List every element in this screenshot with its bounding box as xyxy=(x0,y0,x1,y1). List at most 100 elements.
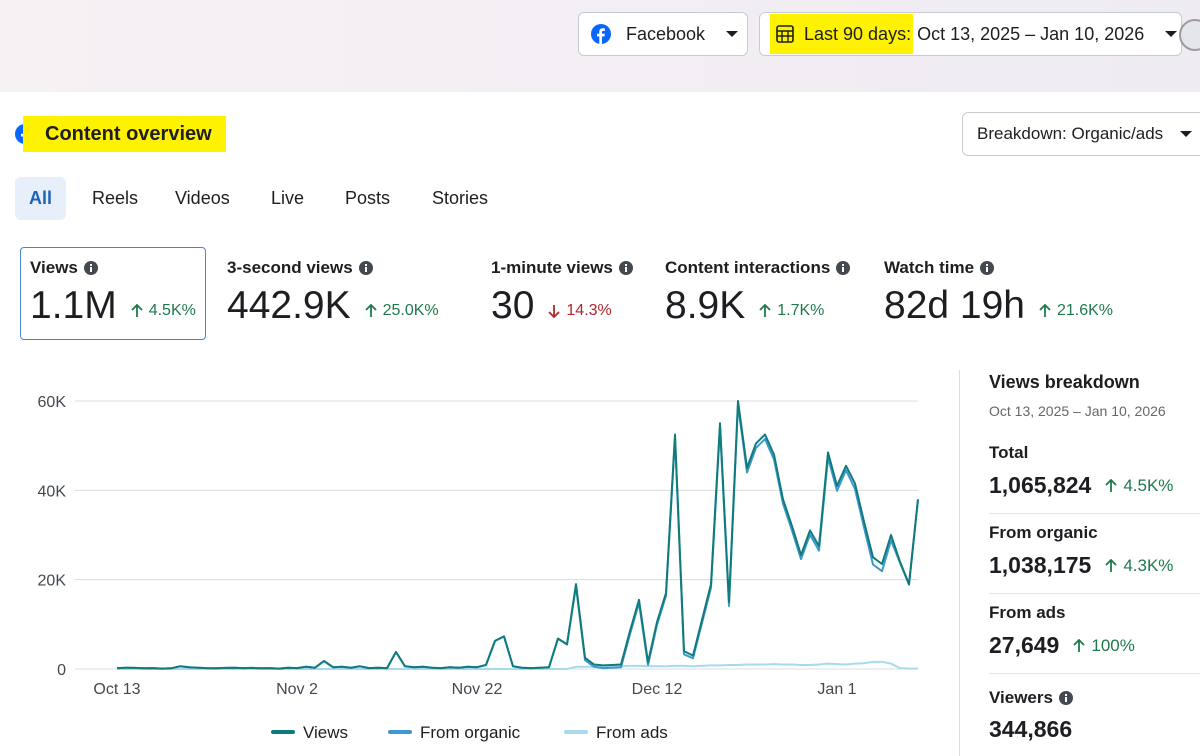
metric-value-row: 1.1M 4.5K% xyxy=(30,284,196,328)
breakdown-change: 100% xyxy=(1073,635,1135,656)
metric-value: 30 xyxy=(491,284,535,327)
info-icon xyxy=(358,261,373,275)
breakdown-change-value: 4.5K% xyxy=(1123,475,1174,495)
tab[interactable]: Videos xyxy=(175,188,230,208)
platform-label: Facebook xyxy=(626,23,706,44)
trend-arrow xyxy=(1039,304,1051,317)
breakdown-label: Breakdown: Organic/ads xyxy=(977,124,1164,143)
legend-label: From ads xyxy=(596,723,668,742)
x-tick-label: Nov 2 xyxy=(276,681,318,698)
breakdown-value-row: 1,038,175 4.3K% xyxy=(989,552,1173,579)
arrow xyxy=(131,304,143,317)
breakdown-label: Total xyxy=(989,443,1029,462)
trend-arrow xyxy=(548,305,561,318)
series-line xyxy=(117,660,918,670)
date-dropdown[interactable]: Last 90 days: Oct 13, 2025 – Jan 10, 2026 xyxy=(759,12,1182,56)
caret xyxy=(1165,31,1178,37)
avatar xyxy=(1179,19,1200,51)
cal-frame xyxy=(776,25,794,43)
info-icon xyxy=(980,261,995,275)
arrow xyxy=(1073,638,1085,652)
arrow xyxy=(1105,478,1117,492)
info-icon xyxy=(836,261,851,275)
breakdown-change-value: 4.3K% xyxy=(1123,555,1174,575)
metric-label-row: Views xyxy=(30,258,98,278)
y-tick-label: 20K xyxy=(38,573,67,590)
x-tick-label: Nov 22 xyxy=(452,681,503,698)
metric-label-row: Content interactions xyxy=(665,258,851,278)
breakdown-value: 1,038,175 xyxy=(989,552,1092,578)
metric-change: 1.7K% xyxy=(759,302,824,320)
separator xyxy=(989,673,1200,674)
metric-change-value: 1.7K% xyxy=(777,302,825,319)
info-dot xyxy=(89,264,92,266)
caret-icon xyxy=(1165,31,1178,37)
trend-arrow xyxy=(1105,478,1117,492)
breakdown-dropdown[interactable]: Breakdown: Organic/ads xyxy=(962,112,1200,156)
trend-arrow xyxy=(1073,638,1085,652)
metric-change: 21.6K% xyxy=(1039,302,1113,320)
divider xyxy=(959,370,960,756)
facebook-icon xyxy=(591,24,611,44)
info-dot xyxy=(624,264,627,266)
breakdown-value-row: 27,649 100% xyxy=(989,632,1135,659)
arrow xyxy=(1039,304,1051,317)
metric-card-selected[interactable] xyxy=(20,247,206,340)
tab[interactable]: All xyxy=(15,177,67,220)
metric-value-row: 8.9K 1.7K% xyxy=(665,284,824,328)
breakdown-change-value: 100% xyxy=(1091,635,1135,655)
viewers-label: Viewers xyxy=(989,688,1053,707)
info-stem xyxy=(364,267,367,272)
metric-change: 25.0K% xyxy=(364,302,439,320)
caret xyxy=(1180,131,1193,137)
x-tick-label: Jan 1 xyxy=(817,681,856,698)
metric-label-row: Watch time xyxy=(884,258,995,278)
caret xyxy=(726,31,739,37)
metric-change: 14.3% xyxy=(548,302,612,320)
arrow xyxy=(1105,558,1117,572)
metric-change: 4.5K% xyxy=(131,302,196,320)
metric-change-value: 4.5K% xyxy=(148,302,196,319)
legend-label: Views xyxy=(303,723,348,742)
breakdown-label: From organic xyxy=(989,523,1098,542)
arrow xyxy=(364,304,377,317)
metric-value: 1.1M xyxy=(30,284,117,327)
chart: 0 20K 40K 60K Oct 13 Nov 2 Nov 22 Dec 12 Jan 1 Vi… xyxy=(38,394,919,742)
trend-arrow xyxy=(131,304,143,317)
metric-label: 1-minute views xyxy=(491,258,613,277)
tab[interactable]: Stories xyxy=(432,188,489,208)
series-line xyxy=(116,400,919,670)
info-icon xyxy=(1058,691,1073,705)
section-title: Content overview xyxy=(23,116,226,152)
y-tick-label: 0 xyxy=(57,662,66,679)
trend-arrow xyxy=(364,304,377,317)
info-dot xyxy=(986,264,989,266)
arrow xyxy=(759,304,771,317)
legend-label: From organic xyxy=(420,723,521,742)
breakdown-date: Oct 13, 2025 – Jan 10, 2026 xyxy=(989,403,1166,419)
info-icon xyxy=(618,261,633,275)
series-line xyxy=(116,404,919,670)
caret-icon xyxy=(1180,131,1193,137)
tab[interactable]: Posts xyxy=(345,188,391,208)
metric-label: Watch time xyxy=(884,258,975,277)
metric-value-row: 30 14.3% xyxy=(491,284,612,328)
metric-value-row: 442.9K 25.0K% xyxy=(227,284,439,328)
metric-change-value: 21.6K% xyxy=(1056,302,1114,319)
info-stem xyxy=(624,267,627,272)
breakdown-value: 1,065,824 xyxy=(989,472,1092,498)
platform-dropdown[interactable]: Facebook xyxy=(578,12,748,56)
viewers-label-row: Viewers xyxy=(989,688,1073,708)
viewers-value: 344,866 xyxy=(989,716,1073,742)
facebook-f xyxy=(597,28,605,44)
x-tick-label: Oct 13 xyxy=(93,681,140,698)
metric-label: 3-second views xyxy=(227,258,353,277)
metric-value-row: 82d 19h 21.6K% xyxy=(884,284,1113,328)
metric-value: 8.9K xyxy=(665,284,746,327)
tab[interactable]: Reels xyxy=(92,188,139,208)
metric-label-row: 3-second views xyxy=(227,258,373,278)
info-icon xyxy=(83,261,98,275)
tab[interactable]: Live xyxy=(271,188,305,208)
metric-label: Views xyxy=(30,258,78,277)
calendar-icon xyxy=(776,25,794,43)
